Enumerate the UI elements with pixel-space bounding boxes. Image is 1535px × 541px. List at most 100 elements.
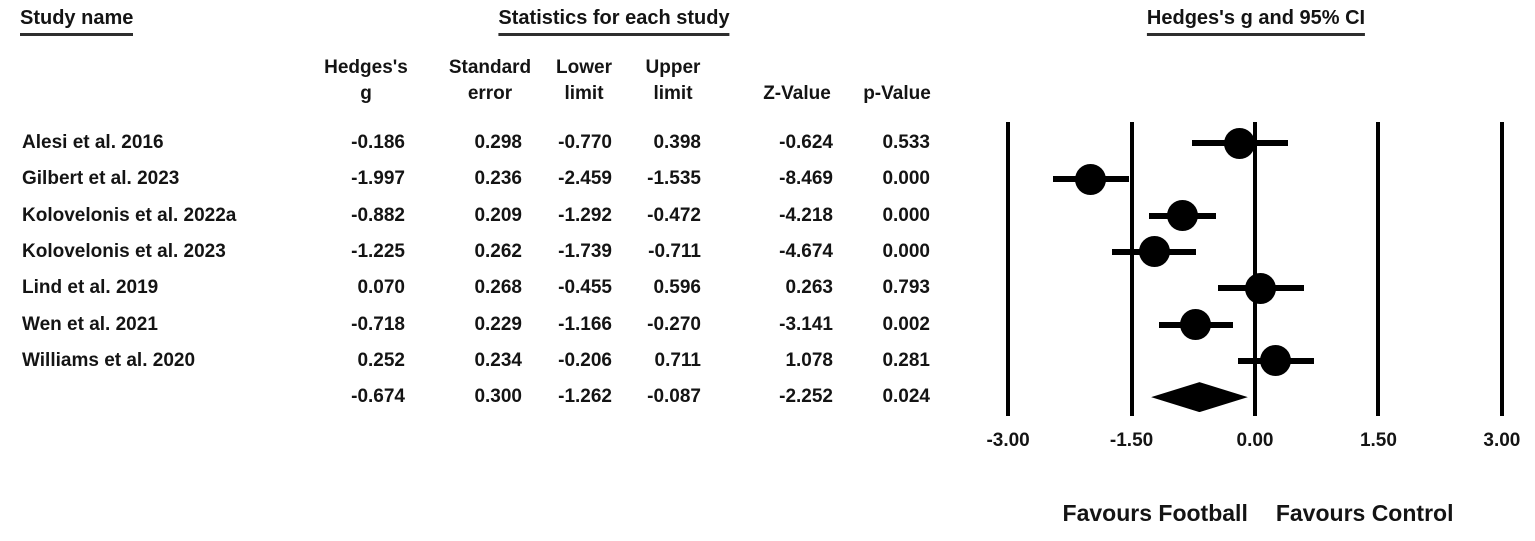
standard-error-cell: 0.262 xyxy=(474,241,522,262)
axis-tick-label: -3.00 xyxy=(986,430,1030,451)
effect-size-dot xyxy=(1138,236,1170,268)
hedges-g-cell: 0.070 xyxy=(357,277,405,298)
column-header-line: Upper xyxy=(645,57,701,78)
column-header-upper-limit: Upper limit xyxy=(598,55,748,107)
p-value-cell: 0.281 xyxy=(882,350,930,371)
axis-gridline xyxy=(1129,122,1134,416)
lower-limit-cell: -0.455 xyxy=(558,277,612,298)
upper-limit-cell: -0.270 xyxy=(647,314,701,335)
column-header-z-value: Z-Value xyxy=(722,55,872,107)
lower-limit-cell: -0.206 xyxy=(558,350,612,371)
effect-size-dot xyxy=(1245,272,1277,304)
column-header-line: limit xyxy=(564,83,604,104)
upper-limit-cell: 0.711 xyxy=(654,350,702,371)
p-value-cell: 0.793 xyxy=(882,277,930,298)
table-row: Williams et al. 2020 0.252 0.234 -0.206 … xyxy=(0,343,1535,379)
lower-limit-cell: -1.292 xyxy=(558,205,612,226)
hedges-g-cell: 0.252 xyxy=(357,350,405,371)
axis-tick-label: 3.00 xyxy=(1483,430,1521,451)
lower-limit-cell: -2.459 xyxy=(558,168,612,189)
upper-limit-cell: -0.087 xyxy=(647,386,701,407)
standard-error-cell: 0.209 xyxy=(474,205,522,226)
column-header-line: g xyxy=(360,83,372,104)
table-row: Kolovelonis et al. 2023 -1.225 0.262 -1.… xyxy=(0,234,1535,270)
z-value-cell: 0.263 xyxy=(785,277,833,298)
z-value-cell: -0.624 xyxy=(779,132,833,153)
study-name-column-title: Study name xyxy=(20,7,134,36)
upper-limit-cell: -1.535 xyxy=(647,168,701,189)
upper-limit-cell: -0.711 xyxy=(648,241,701,262)
standard-error-cell: 0.298 xyxy=(474,132,522,153)
standard-error-cell: 0.234 xyxy=(474,350,522,371)
lower-limit-cell: -1.262 xyxy=(558,386,612,407)
p-value-cell: 0.000 xyxy=(882,241,930,262)
column-header-line xyxy=(822,55,972,81)
table-row: Alesi et al. 2016 -0.186 0.298 -0.770 0.… xyxy=(0,125,1535,161)
table-row-overall: -0.674 0.300 -1.262 -0.087 -2.252 0.024 xyxy=(0,379,1535,415)
effect-size-dot xyxy=(1166,200,1198,232)
column-header-p-value: p-Value xyxy=(822,55,972,107)
p-value-cell: 0.533 xyxy=(882,132,930,153)
hedges-g-cell: -0.718 xyxy=(351,314,405,335)
column-header-line: Standard xyxy=(448,57,532,78)
statistics-section-title: Statistics for each study xyxy=(498,7,730,36)
hedges-g-cell: -0.882 xyxy=(351,205,405,226)
z-value-cell: 1.078 xyxy=(785,350,833,371)
p-value-cell: 0.000 xyxy=(882,168,930,189)
table-row: Lind et al. 2019 0.070 0.268 -0.455 0.59… xyxy=(0,270,1535,306)
standard-error-cell: 0.236 xyxy=(474,168,522,189)
axis-tick-label: 0.00 xyxy=(1236,430,1274,451)
p-value-cell: 0.000 xyxy=(882,205,930,226)
lower-limit-cell: -0.770 xyxy=(558,132,612,153)
study-name-cell: Gilbert et al. 2023 xyxy=(22,168,180,189)
lower-limit-cell: -1.166 xyxy=(558,314,612,335)
study-name-cell: Kolovelonis et al. 2023 xyxy=(22,241,226,262)
p-value-cell: 0.002 xyxy=(882,314,930,335)
upper-limit-cell: -0.472 xyxy=(647,205,701,226)
column-header-line: limit xyxy=(653,83,693,104)
lower-limit-cell: -1.739 xyxy=(558,241,612,262)
column-header-hedges-g: Hedges's g xyxy=(291,55,441,107)
axis-gridline xyxy=(1006,122,1011,416)
effect-size-dot xyxy=(1224,127,1256,159)
axis-tick-label: 1.50 xyxy=(1359,430,1397,451)
study-name-cell: Williams et al. 2020 xyxy=(22,350,196,371)
z-value-cell: -4.218 xyxy=(779,205,833,226)
table-row: Kolovelonis et al. 2022a -0.882 0.209 -1… xyxy=(0,198,1535,234)
hedges-g-cell: -1.997 xyxy=(351,168,405,189)
favours-right-label: Favours Control xyxy=(1275,500,1454,526)
hedges-g-cell: -0.674 xyxy=(351,386,405,407)
plot-section-title: Hedges's g and 95% CI xyxy=(1146,7,1366,36)
column-header-line: Lower xyxy=(556,57,612,78)
column-header-lower-limit: Lower limit xyxy=(509,55,659,107)
hedges-g-cell: -1.225 xyxy=(351,241,405,262)
column-header-line: Z-Value xyxy=(763,83,831,104)
standard-error-cell: 0.229 xyxy=(474,314,522,335)
axis-gridline xyxy=(1376,122,1381,416)
column-header-line: error xyxy=(467,83,513,104)
z-value-cell: -2.252 xyxy=(779,386,833,407)
column-header-standard-error: Standard error xyxy=(415,55,565,107)
z-value-cell: -8.469 xyxy=(779,168,833,189)
standard-error-cell: 0.268 xyxy=(474,277,522,298)
favours-labels: Favours Football Favours Control xyxy=(1063,500,1454,527)
axis-tick-label: -1.50 xyxy=(1109,430,1154,451)
favours-left-label: Favours Football xyxy=(1062,500,1248,526)
column-header-line: p-Value xyxy=(863,83,931,104)
z-value-cell: -4.674 xyxy=(779,241,833,262)
z-value-cell: -3.141 xyxy=(779,314,833,335)
study-name-cell: Wen et al. 2021 xyxy=(22,314,158,335)
study-name-cell: Kolovelonis et al. 2022a xyxy=(22,205,237,226)
hedges-g-cell: -0.186 xyxy=(351,132,405,153)
upper-limit-cell: 0.596 xyxy=(653,277,701,298)
effect-size-dot xyxy=(1075,163,1107,195)
p-value-cell: 0.024 xyxy=(882,386,930,407)
study-name-cell: Lind et al. 2019 xyxy=(22,277,159,298)
standard-error-cell: 0.300 xyxy=(474,386,522,407)
axis-gridline xyxy=(1253,122,1257,416)
effect-size-dot xyxy=(1180,309,1212,340)
effect-size-dot xyxy=(1260,345,1292,377)
study-name-cell: Alesi et al. 2016 xyxy=(22,132,164,153)
column-header-line: Hedges's xyxy=(324,57,408,78)
